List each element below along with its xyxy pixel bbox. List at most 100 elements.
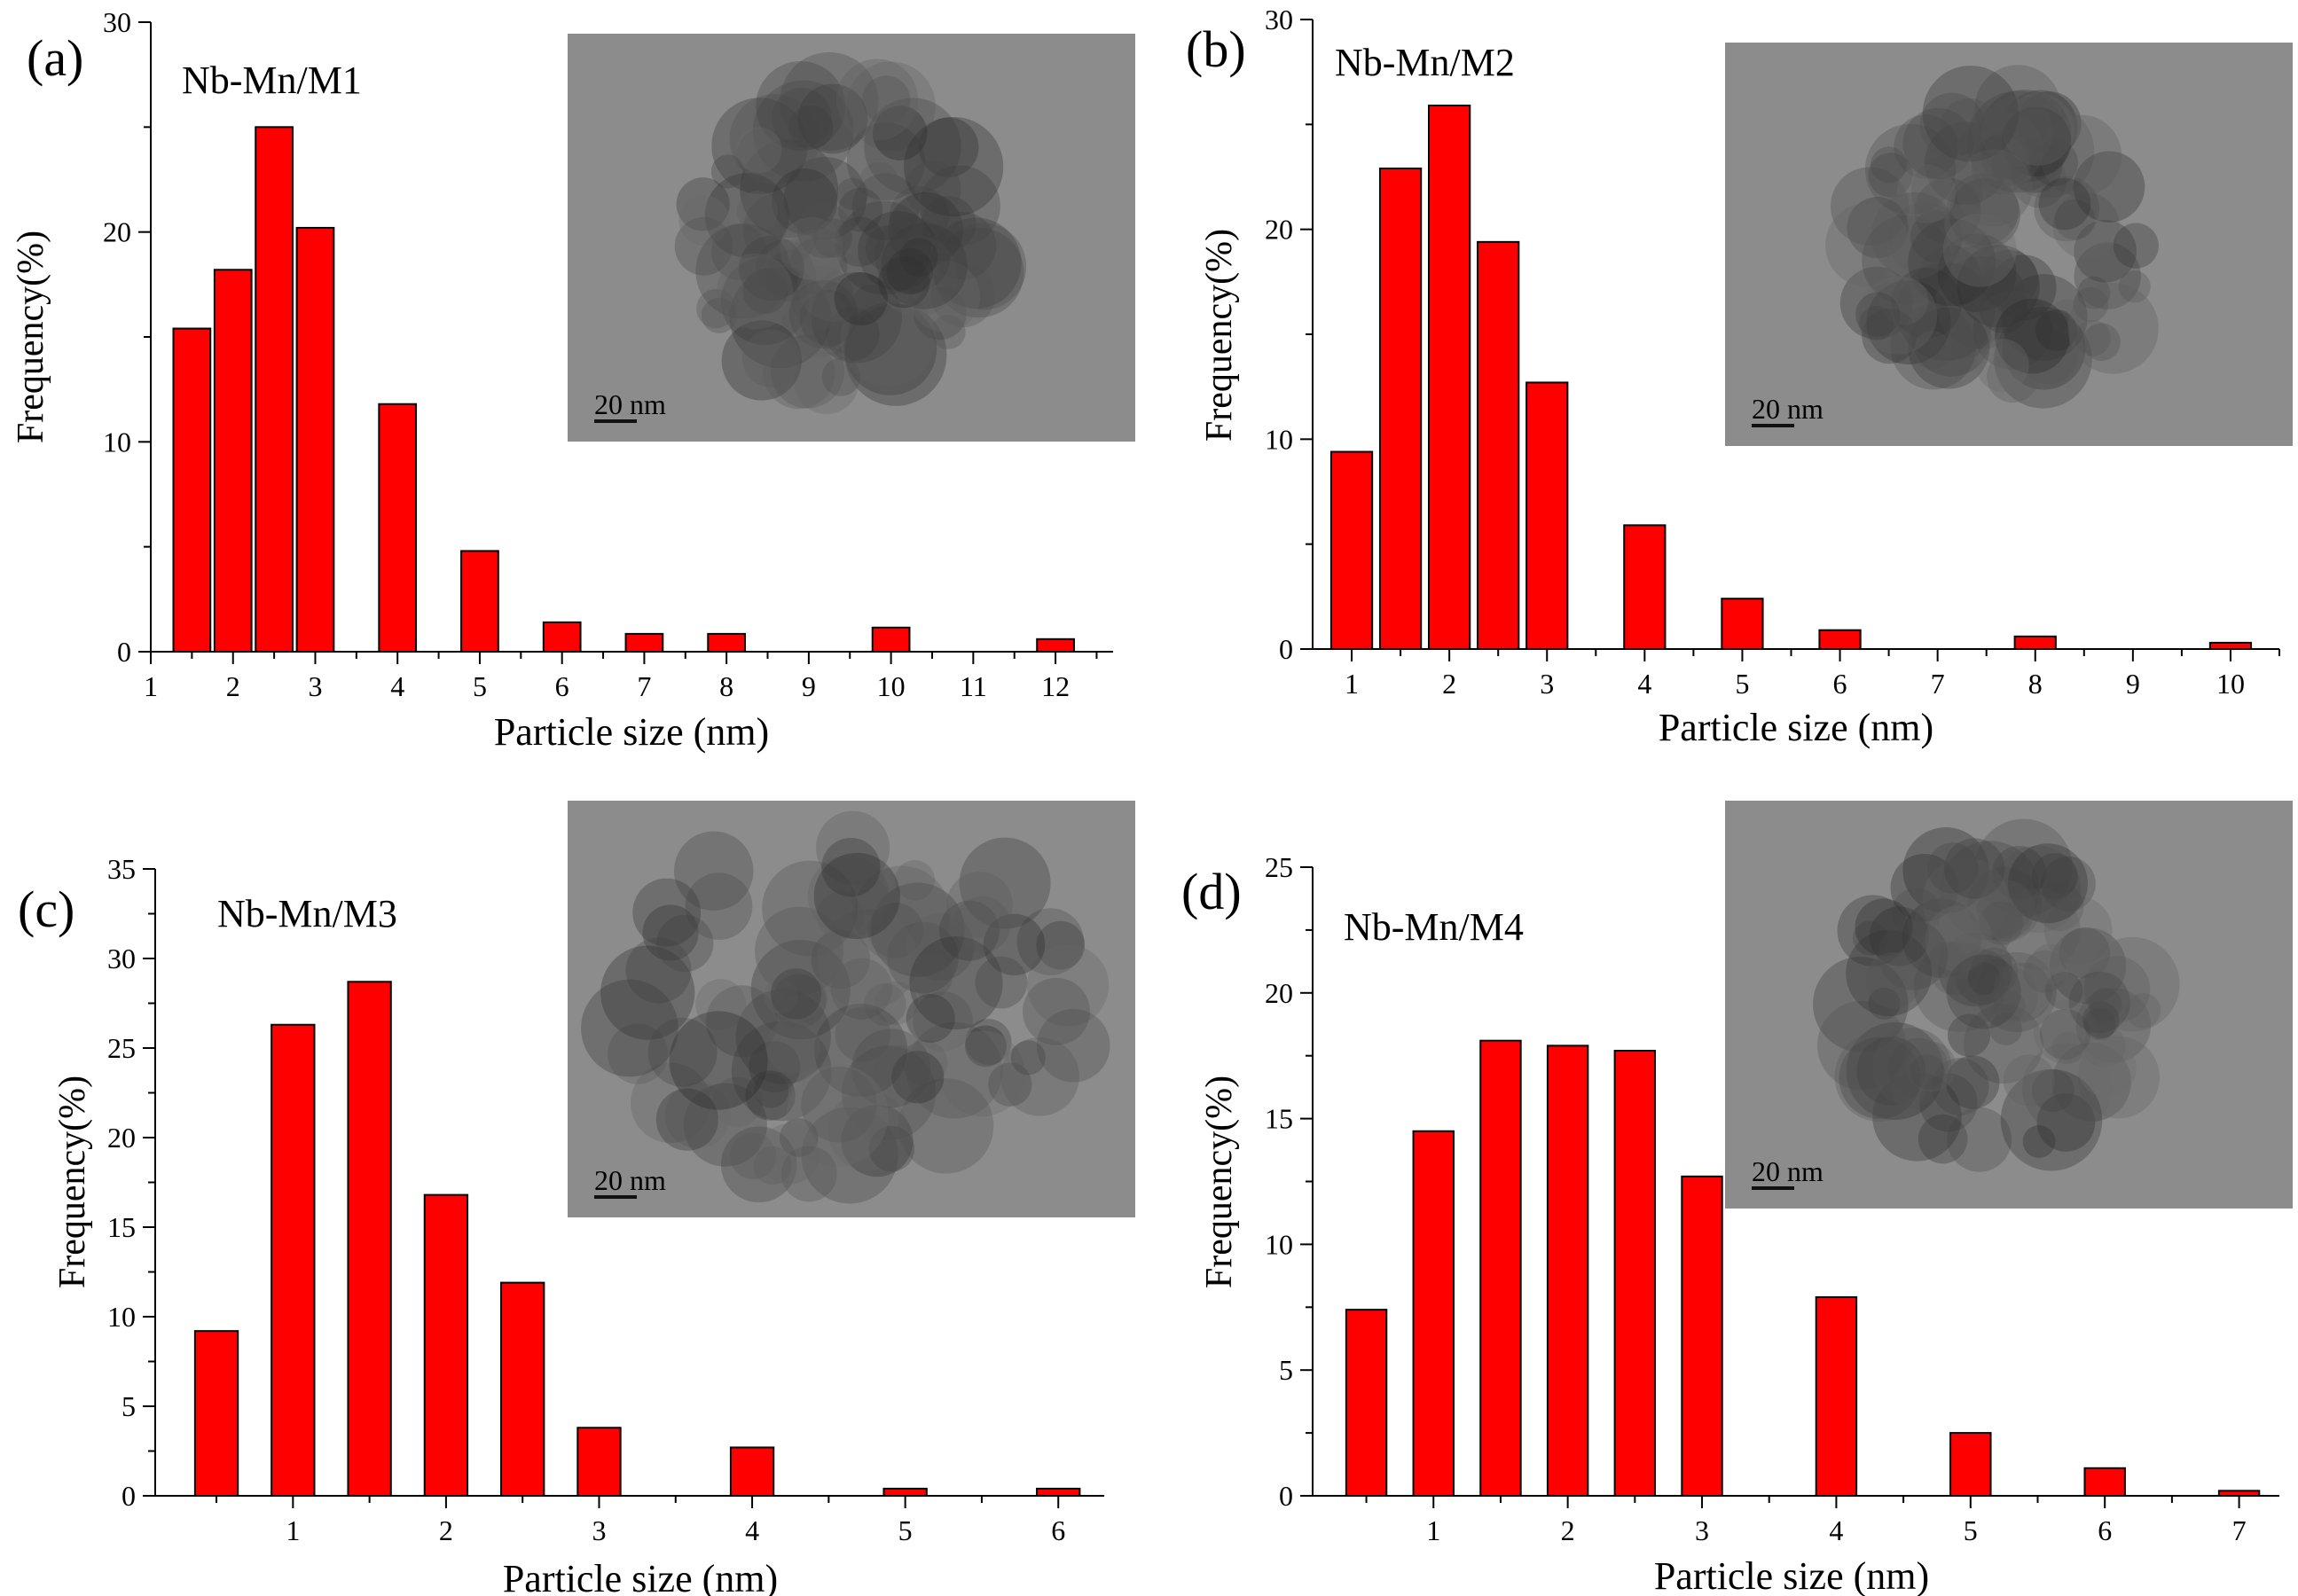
tem-grain	[1855, 898, 1913, 957]
tem-grain	[874, 981, 918, 1025]
tem-grain	[2073, 286, 2108, 323]
tem-grain	[1976, 266, 2025, 315]
y-tick-label: 25	[1265, 851, 1293, 883]
tem-grain	[2077, 1037, 2137, 1098]
bar	[1815, 1295, 1858, 1498]
tem-grain	[772, 974, 827, 1029]
tem-grain	[1848, 1040, 1900, 1091]
tem-grain	[908, 953, 953, 998]
y-tick-label: 30	[1265, 4, 1293, 35]
tem-grain	[1980, 95, 2054, 168]
tem-grain	[953, 896, 1011, 953]
tem-grain	[2073, 151, 2145, 223]
y-tick-label: 20	[1265, 214, 1293, 246]
x-tick-label: 1	[286, 1514, 300, 1546]
tem-grain	[813, 852, 900, 940]
tem-grain	[894, 860, 936, 901]
bar	[423, 1193, 469, 1497]
tem-grain	[1915, 870, 2016, 970]
tem-grain	[843, 302, 937, 395]
tem-grain	[1834, 1031, 1925, 1122]
tem-grain	[749, 1041, 801, 1093]
tem-grain	[1862, 309, 1918, 364]
tem-grain	[1964, 1004, 2043, 1084]
bar	[295, 226, 335, 653]
x-tick-label: 5	[473, 670, 487, 702]
x-tick-label: 3	[592, 1514, 606, 1546]
tem-particle-cluster	[674, 51, 1027, 415]
tem-background	[1725, 43, 2293, 446]
tem-grain	[1026, 944, 1110, 1027]
tem-grain	[647, 1017, 718, 1087]
tem-grain	[2083, 956, 2151, 1023]
tem-grain	[655, 1088, 718, 1151]
tem-grain	[791, 229, 845, 282]
tem-grain	[1973, 290, 2052, 371]
tem-grain	[632, 878, 702, 947]
tem-grain	[695, 979, 747, 1030]
tem-grain	[835, 216, 885, 267]
y-tick-label: 0	[1279, 1480, 1293, 1512]
tem-grain	[2050, 299, 2085, 334]
tem-grain	[2002, 306, 2086, 390]
tem-grain	[2003, 1054, 2055, 1107]
tem-grain	[1846, 1021, 1944, 1121]
tem-grain	[913, 286, 967, 340]
bar	[1036, 638, 1075, 653]
tem-grain	[779, 1118, 819, 1157]
x-tick-label: 7	[637, 670, 651, 702]
tem-grain	[770, 968, 822, 1020]
tem-grain	[1949, 178, 2020, 250]
tem-grain	[756, 61, 846, 152]
panel-label: (b)	[1186, 20, 1246, 78]
tem-grain	[1993, 990, 2026, 1023]
y-tick-label: 0	[1279, 633, 1293, 665]
y-tick-label: 30	[103, 6, 131, 38]
tem-grain	[844, 303, 947, 406]
tem-grain	[701, 297, 737, 333]
tem-particle-cluster	[1825, 65, 2159, 409]
tem-grain	[1919, 92, 1985, 158]
tem-grain	[1929, 942, 1963, 974]
y-axis-label: Frequency(%)	[1199, 1076, 1240, 1288]
tem-grain	[1922, 915, 1988, 980]
tem-grain	[1946, 1055, 2000, 1109]
bar	[2217, 1490, 2261, 1498]
sample-label: Nb-Mn/M2	[1335, 41, 1515, 84]
tem-grain	[1906, 1042, 1957, 1092]
tem-grain	[1937, 233, 2017, 313]
tem-grain	[1856, 1037, 1925, 1106]
x-tick-label: 11	[960, 670, 987, 702]
tem-grain	[1946, 954, 2021, 1029]
tem-grain	[1944, 838, 2005, 899]
tem-grain	[913, 991, 973, 1052]
bars	[1345, 1039, 2261, 1498]
tem-grain	[1938, 932, 2013, 1007]
tem-grain	[755, 906, 843, 996]
x-tick-label: 5	[898, 1514, 913, 1546]
tem-grain	[1955, 149, 2033, 227]
tem-grain	[2030, 139, 2078, 187]
tem-grain	[1871, 1028, 1952, 1108]
tem-grain	[789, 237, 848, 295]
tem-grain	[1944, 203, 1988, 247]
tem-grain	[873, 1044, 933, 1105]
tem-grain	[1892, 888, 1941, 937]
tem-grain	[811, 272, 902, 364]
tem-grain	[756, 239, 813, 297]
tem-grain	[1940, 841, 2040, 941]
tem-grain	[753, 1073, 789, 1108]
tem-grain	[1010, 1040, 1046, 1076]
tem-grain	[2118, 270, 2151, 303]
y-tick-label: 15	[107, 1211, 136, 1243]
tem-grain	[664, 1082, 731, 1149]
x-tick-label: 6	[1833, 668, 1847, 700]
bar	[500, 1281, 545, 1497]
tem-grain	[1989, 1013, 2022, 1045]
tem-grain	[872, 106, 928, 160]
tem-grain	[1868, 153, 1913, 198]
tem-grain	[964, 1025, 1007, 1068]
scale-bar-label: 20 nm	[594, 1164, 666, 1196]
tem-grain	[2031, 1068, 2074, 1113]
tem-particle-cluster	[1813, 818, 2180, 1172]
